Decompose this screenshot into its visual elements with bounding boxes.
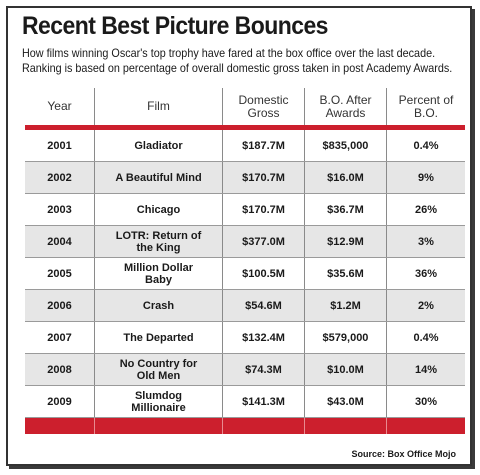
after-awards-cell: $43.0M — [305, 386, 387, 417]
table-header: Year Film Domestic Gross B.O. After Awar… — [25, 88, 465, 125]
film-cell: The Departed — [95, 322, 223, 353]
after-awards-cell: $579,000 — [305, 322, 387, 353]
domestic-gross-cell: $74.3M — [223, 354, 305, 385]
table-row: 2005 Million Dollar Baby $100.5M $35.6M … — [25, 258, 465, 290]
percent-cell: 26% — [414, 203, 438, 216]
film-title: Slumdog Millionaire — [131, 389, 186, 414]
film-title: Million Dollar Baby — [123, 261, 194, 286]
film-cell: Crash — [95, 290, 223, 321]
year-cell: 2004 — [25, 226, 95, 257]
footer-cell — [305, 418, 387, 434]
table-row: 2009 Slumdog Millionaire $141.3M $43.0M … — [25, 386, 465, 418]
table-body: 2001 Gladiator $187.7M $835,000 0.4% 200… — [25, 130, 465, 418]
table-row: 2003 Chicago $170.7M $36.7M 26% — [25, 194, 465, 226]
domestic-gross-cell: $54.6M — [223, 290, 305, 321]
percent-cell: 30% — [414, 395, 438, 408]
after-awards-cell: $35.6M — [305, 258, 387, 289]
film-cell: Slumdog Millionaire — [95, 386, 223, 417]
table-row: 2007 The Departed $132.4M $579,000 0.4% — [25, 322, 465, 354]
percent-cell: 14% — [414, 363, 438, 376]
column-header: Domestic Gross — [223, 88, 305, 125]
domestic-gross-cell: $170.7M — [223, 162, 305, 193]
domestic-gross-cell: $141.3M — [223, 386, 305, 417]
film-cell: LOTR: Return of the King — [95, 226, 223, 257]
domestic-gross-cell: $132.4M — [223, 322, 305, 353]
table-row: 2006 Crash $54.6M $1.2M 2% — [25, 290, 465, 322]
film-title: LOTR: Return of the King — [115, 229, 202, 254]
year-cell: 2003 — [25, 194, 95, 225]
after-awards-cell: $16.0M — [305, 162, 387, 193]
film-cell: A Beautiful Mind — [95, 162, 223, 193]
column-header: Year — [25, 88, 95, 125]
header-divider — [25, 125, 465, 130]
film-cell: Gladiator — [95, 130, 223, 161]
footer-cell — [25, 418, 95, 434]
data-table: Year Film Domestic Gross B.O. After Awar… — [25, 88, 465, 434]
column-header: Percent of B.O. — [398, 92, 454, 120]
domestic-gross-cell: $170.7M — [223, 194, 305, 225]
percent-cell: 0.4% — [413, 331, 439, 344]
table-row: 2008 No Country for Old Men $74.3M $10.0… — [25, 354, 465, 386]
after-awards-cell: $1.2M — [305, 290, 387, 321]
year-cell: 2002 — [25, 162, 95, 193]
footer-cell — [95, 418, 223, 434]
source-note: Source: Box Office Mojo — [351, 449, 456, 459]
after-awards-cell: $12.9M — [305, 226, 387, 257]
percent-cell: 2% — [418, 299, 434, 312]
table-row: 2004 LOTR: Return of the King $377.0M $1… — [25, 226, 465, 258]
year-cell: 2005 — [25, 258, 95, 289]
footer-cell — [223, 418, 305, 434]
chart-frame: Recent Best Picture Bounces How films wi… — [6, 6, 472, 466]
after-awards-cell: $10.0M — [305, 354, 387, 385]
chart-title: Recent Best Picture Bounces — [22, 12, 328, 40]
percent-cell: 36% — [414, 267, 438, 280]
table-row: 2002 A Beautiful Mind $170.7M $16.0M 9% — [25, 162, 465, 194]
percent-cell: 9% — [418, 171, 434, 184]
film-cell: Chicago — [95, 194, 223, 225]
film-cell: No Country for Old Men — [95, 354, 223, 385]
year-cell: 2007 — [25, 322, 95, 353]
film-cell: Million Dollar Baby — [95, 258, 223, 289]
table-footer-bar — [25, 418, 465, 434]
percent-cell: 3% — [418, 235, 434, 248]
year-cell: 2009 — [25, 386, 95, 417]
after-awards-cell: $36.7M — [305, 194, 387, 225]
domestic-gross-cell: $377.0M — [223, 226, 305, 257]
year-cell: 2006 — [25, 290, 95, 321]
table-row: 2001 Gladiator $187.7M $835,000 0.4% — [25, 130, 465, 162]
footer-cell — [387, 418, 465, 434]
film-title: No Country for Old Men — [119, 357, 198, 382]
subtitle-line-1: How films winning Oscar's top trophy hav… — [22, 46, 436, 60]
after-awards-cell: $835,000 — [305, 130, 387, 161]
percent-cell: 0.4% — [413, 139, 439, 152]
subtitle-line-2: Ranking is based on percentage of overal… — [22, 61, 453, 75]
year-cell: 2001 — [25, 130, 95, 161]
year-cell: 2008 — [25, 354, 95, 385]
column-header: Film — [95, 88, 223, 125]
domestic-gross-cell: $187.7M — [223, 130, 305, 161]
domestic-gross-cell: $100.5M — [223, 258, 305, 289]
column-header: B.O. After Awards — [305, 88, 387, 125]
